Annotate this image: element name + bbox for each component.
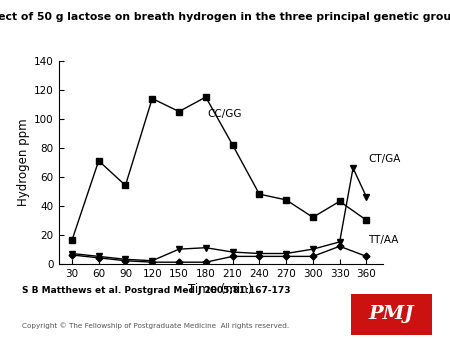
Text: PMJ: PMJ xyxy=(369,305,414,323)
Text: CC/GG: CC/GG xyxy=(207,109,242,119)
Text: Effect of 50 g lactose on breath hydrogen in the three principal genetic groups.: Effect of 50 g lactose on breath hydroge… xyxy=(0,12,450,22)
Text: S B Matthews et al. Postgrad Med J 2005;81:167-173: S B Matthews et al. Postgrad Med J 2005;… xyxy=(22,286,291,295)
X-axis label: Time (min): Time (min) xyxy=(188,283,253,296)
Text: Copyright © The Fellowship of Postgraduate Medicine  All rights reserved.: Copyright © The Fellowship of Postgradua… xyxy=(22,323,290,330)
Text: CT/GA: CT/GA xyxy=(368,154,400,164)
Y-axis label: Hydrogen ppm: Hydrogen ppm xyxy=(17,118,30,206)
Text: TT/AA: TT/AA xyxy=(368,236,399,245)
